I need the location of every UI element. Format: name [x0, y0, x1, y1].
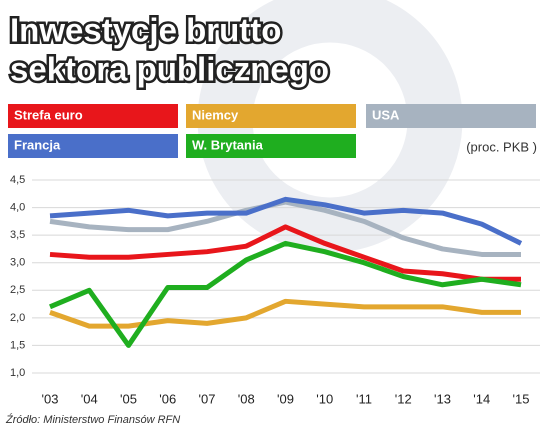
series-line	[49, 240, 522, 348]
x-tick-label: '11	[356, 391, 372, 406]
y-tick-label: 2,0	[10, 312, 25, 324]
chart-title: Inwestycje brutto	[10, 12, 281, 49]
legend-swatch	[186, 134, 356, 158]
x-tick-label: '04	[81, 391, 98, 406]
x-tick-label: '08	[238, 391, 255, 406]
y-tick-label: 4,0	[10, 201, 25, 213]
y-tick-label: 4,5	[10, 174, 25, 186]
y-tick-label: 3,5	[10, 229, 25, 241]
legend-label: W. Brytania	[192, 137, 264, 152]
x-tick-label: '13	[434, 391, 451, 406]
series-line	[49, 196, 523, 246]
chart-title: sektora publicznego	[10, 51, 329, 88]
y-tick-label: 2,5	[10, 284, 25, 296]
x-tick-label: '10	[316, 391, 333, 406]
series-line	[49, 224, 521, 282]
legend-label: Strefa euro	[14, 107, 83, 122]
legend-swatch	[366, 104, 536, 128]
y-tick-label: 1,0	[10, 367, 25, 379]
x-tick-label: '09	[277, 391, 294, 406]
legend-swatch	[8, 104, 178, 128]
x-tick-label: '12	[395, 391, 412, 406]
legend-swatch	[186, 104, 356, 128]
x-tick-label: '06	[159, 391, 176, 406]
legend-label: Niemcy	[192, 107, 239, 122]
series-line	[49, 199, 521, 257]
y-tick-label: 3,0	[10, 257, 25, 269]
x-tick-label: '05	[120, 391, 137, 406]
y-tick-label: 1,5	[10, 339, 25, 351]
unit-label: (proc. PKB )	[466, 139, 537, 154]
series-line	[49, 298, 521, 329]
x-tick-label: '03	[42, 391, 59, 406]
legend-label: Francja	[14, 137, 61, 152]
x-tick-label: '15	[513, 391, 530, 406]
x-tick-label: '14	[473, 391, 490, 406]
x-tick-label: '07	[199, 391, 216, 406]
legend-swatch	[8, 134, 178, 158]
legend-label: USA	[372, 107, 400, 122]
source: Źródło: Ministerstwo Finansów RFN	[5, 413, 180, 426]
